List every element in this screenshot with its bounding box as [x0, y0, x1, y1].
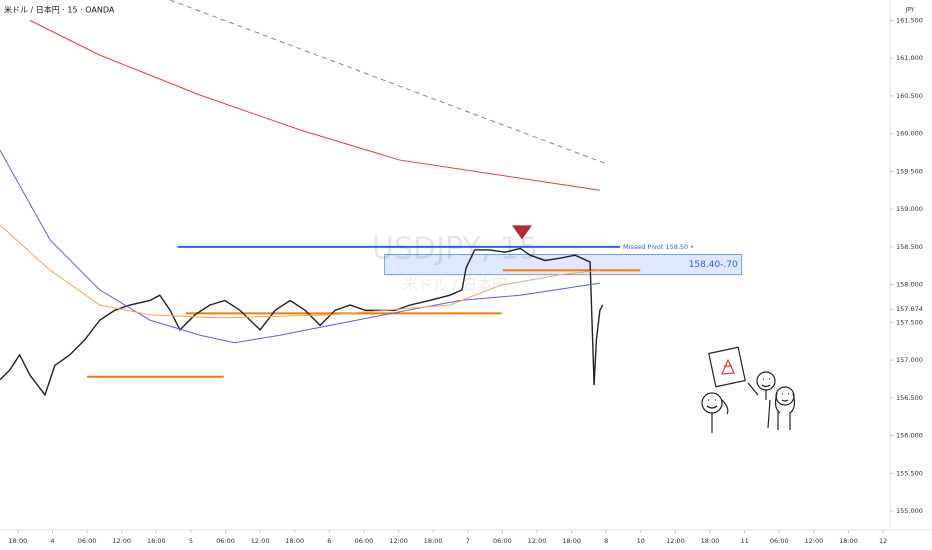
price-line [0, 224, 600, 319]
currency-label: JPY [905, 7, 915, 14]
x-tick-label: 12:00 [528, 537, 547, 545]
x-tick-label: 7 [466, 537, 470, 545]
y-tick-label: 161.000 [896, 54, 923, 62]
y-tick-label: 159.500 [896, 167, 923, 175]
x-tick-label: 18:00 [839, 537, 858, 545]
x-tick-label: 12:00 [251, 537, 270, 545]
x-tick-label: 18:00 [147, 537, 166, 545]
y-tick-label: 156.500 [896, 394, 923, 402]
x-tick-label: 4 [50, 537, 54, 545]
x-tick-label: 18:00 [701, 537, 720, 545]
x-tick-label: 18:00 [424, 537, 443, 545]
price-line [29, 19, 600, 191]
x-tick-label: 8 [604, 537, 608, 545]
x-tick-label: 06:00 [78, 537, 97, 545]
x-tick-label: 18:00 [9, 537, 28, 545]
y-tick-label: 156.000 [896, 432, 923, 440]
x-tick-label: 12:00 [389, 537, 408, 545]
x-tick-label: 10 [637, 537, 645, 545]
x-tick-label: 12 [879, 537, 887, 545]
x-tick-label: 06:00 [770, 537, 789, 545]
x-tick-label: 11 [741, 537, 749, 545]
x-tick-label: 06:00 [493, 537, 512, 545]
y-tick-label: 157.500 [896, 318, 923, 326]
x-tick-label: 12:00 [112, 537, 131, 545]
pivot-label: Missed Pivot 158.50 • [623, 243, 694, 251]
y-tick-label: 157.000 [896, 356, 923, 364]
x-tick-label: 18:00 [562, 537, 581, 545]
y-tick-label: 160.000 [896, 130, 923, 138]
x-tick-label: 5 [189, 537, 193, 545]
y-tick-label: 158.000 [896, 281, 923, 289]
y-tick-label: 155.500 [896, 469, 923, 477]
y-tick-label: 158.500 [896, 243, 923, 251]
y-tick-label: 155.000 [896, 507, 923, 515]
x-tick-label: 18:00 [285, 537, 304, 545]
y-tick-label: 159.000 [896, 205, 923, 213]
price-line [0, 149, 600, 344]
chart-title: 米ドル / 日本円 · 15 · OANDA [4, 5, 115, 15]
y-tick-label: 160.500 [896, 92, 923, 100]
y-tick-label: 157.674 [896, 305, 923, 313]
zone-label: 158.40-.70 [689, 260, 738, 270]
price-line [0, 247, 604, 397]
y-tick-label: 161.500 [896, 16, 923, 24]
x-tick-label: 12:00 [666, 537, 685, 545]
x-tick-label: 06:00 [216, 537, 235, 545]
x-tick-label: 06:00 [355, 537, 374, 545]
watermark: USDJPY, 15 [372, 232, 538, 267]
x-tick-label: 12:00 [804, 537, 823, 545]
pivot-marker [512, 225, 533, 240]
doodle [701, 346, 796, 433]
watermark-sub: 米ドル / 日本円 [403, 276, 508, 294]
x-tick-label: 6 [327, 537, 331, 545]
